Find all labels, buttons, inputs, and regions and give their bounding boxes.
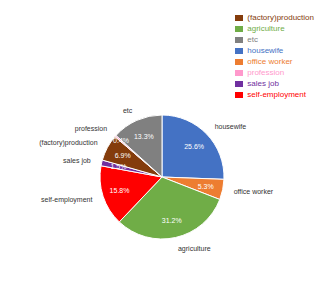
svg-text:5.3%: 5.3% [198,183,214,190]
svg-text:office worker: office worker [234,188,274,195]
svg-text:31.2%: 31.2% [162,217,182,224]
svg-text:13.3%: 13.3% [134,133,154,140]
svg-text:housewife: housewife [215,123,247,130]
svg-text:25.6%: 25.6% [184,143,204,150]
html-text:etc: etc [247,35,258,44]
svg-text:0.4%: 0.4% [113,137,129,144]
html-text:self-employment: self-employment [247,90,306,99]
svg-text:profession: profession [75,125,107,133]
svg-text:self-employment: self-employment [41,196,92,204]
svg-text:15.8%: 15.8% [110,187,130,194]
svg-text:etc: etc [123,107,133,114]
html-text:agriculture: agriculture [247,24,285,33]
svg-text:(factory)production: (factory)production [39,139,97,147]
svg-text:sales job: sales job [63,157,91,165]
svg-text:agriculture: agriculture [178,245,211,253]
html-text:profession: profession [247,68,285,77]
html-text:sales job: sales job [247,79,279,88]
svg-text:1.5%: 1.5% [111,163,127,170]
html-text:(factory)production: (factory)production [247,13,314,22]
html-text:housewife: housewife [247,46,284,55]
svg-text:6.9%: 6.9% [115,152,131,159]
html-text:office worker: office worker [247,57,293,66]
